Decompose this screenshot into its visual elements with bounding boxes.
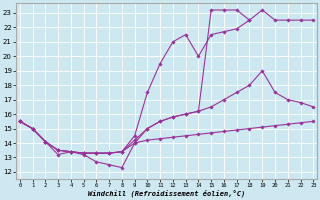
X-axis label: Windchill (Refroidissement éolien,°C): Windchill (Refroidissement éolien,°C) [88,190,245,197]
